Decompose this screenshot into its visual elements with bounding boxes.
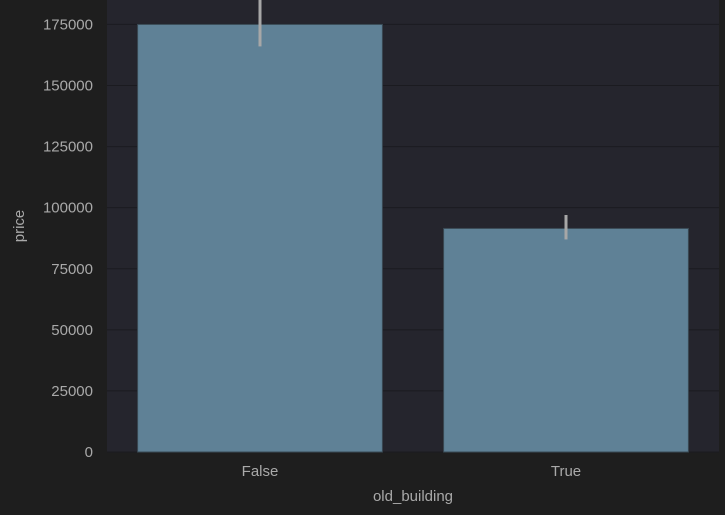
y-tick-label: 175000: [43, 16, 93, 33]
y-tick-label: 50000: [51, 322, 93, 339]
y-tick-label: 125000: [43, 139, 93, 156]
x-tick-label: False: [242, 463, 279, 480]
y-tick-label: 75000: [51, 261, 93, 278]
x-axis-label: old_building: [373, 488, 453, 505]
y-tick-label: 150000: [43, 78, 93, 95]
y-axis-label: price: [11, 210, 28, 243]
error-bars-group: [258, 0, 568, 240]
y-tick-label: 100000: [43, 200, 93, 217]
y-axis-ticks: 0 25000 50000 75000 100000 125000 150000 175000: [43, 16, 93, 461]
bar-false: [137, 23, 383, 453]
bar-true: [443, 227, 689, 453]
bars-group: [137, 23, 689, 453]
x-tick-label: True: [551, 463, 581, 480]
x-axis-ticks: False True: [242, 463, 581, 480]
y-tick-label: 0: [85, 444, 93, 461]
y-tick-label: 25000: [51, 383, 93, 400]
